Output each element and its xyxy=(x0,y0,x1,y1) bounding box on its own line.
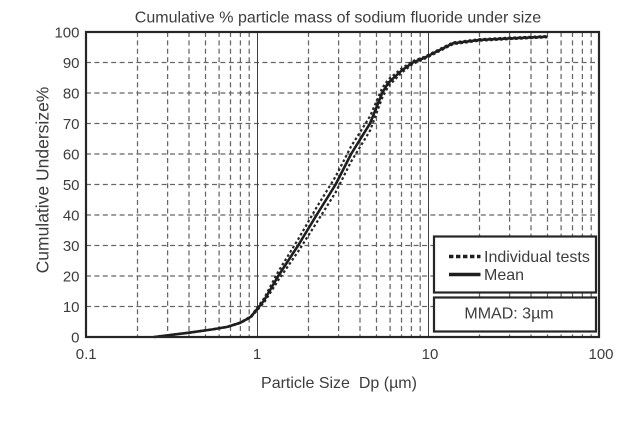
svg-text:70: 70 xyxy=(63,116,80,133)
svg-text:MMAD: 3µm: MMAD: 3µm xyxy=(464,306,553,323)
svg-text:Cumulative % particle mass of: Cumulative % particle mass of sodium flu… xyxy=(135,10,542,27)
svg-text:50: 50 xyxy=(63,177,80,194)
svg-text:20: 20 xyxy=(63,269,80,286)
svg-text:100: 100 xyxy=(588,346,613,363)
svg-text:0: 0 xyxy=(71,330,79,347)
svg-text:Particle Size Dp (µm): Particle Size Dp (µm) xyxy=(261,375,417,392)
svg-text:10: 10 xyxy=(422,346,439,363)
svg-text:Individual tests: Individual tests xyxy=(484,249,590,266)
svg-text:80: 80 xyxy=(63,86,80,103)
svg-text:0.1: 0.1 xyxy=(76,346,97,363)
svg-text:60: 60 xyxy=(63,147,80,164)
svg-text:100: 100 xyxy=(54,25,79,42)
svg-text:Mean: Mean xyxy=(484,267,524,284)
svg-text:40: 40 xyxy=(63,208,80,225)
svg-text:10: 10 xyxy=(63,299,80,316)
svg-text:30: 30 xyxy=(63,238,80,255)
svg-text:1: 1 xyxy=(253,346,261,363)
svg-text:Cumulative Undersize%: Cumulative Undersize% xyxy=(33,87,53,274)
svg-text:90: 90 xyxy=(63,55,80,72)
